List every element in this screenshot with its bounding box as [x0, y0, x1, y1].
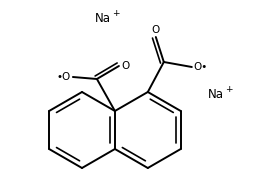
- Text: Na: Na: [95, 11, 111, 24]
- Text: Na: Na: [208, 88, 224, 101]
- Text: O: O: [152, 25, 160, 35]
- Text: +: +: [225, 86, 233, 94]
- Text: •O: •O: [57, 72, 71, 82]
- Text: O: O: [121, 61, 129, 71]
- Text: O•: O•: [194, 62, 208, 72]
- Text: +: +: [112, 9, 120, 17]
